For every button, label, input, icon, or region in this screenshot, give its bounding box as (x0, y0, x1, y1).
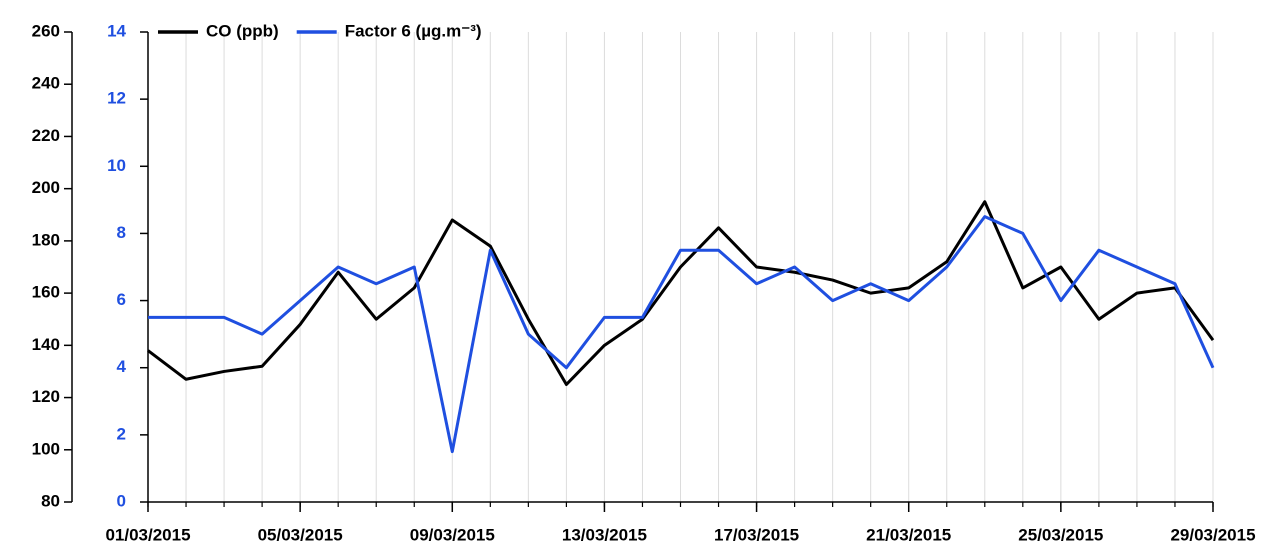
y2-tick-label: 8 (117, 223, 126, 242)
y2-tick-label: 4 (117, 357, 127, 376)
x-tick-label: 17/03/2015 (714, 525, 799, 544)
y-tick-label: 180 (32, 230, 60, 249)
series-line (147, 200, 1215, 386)
series-line (148, 215, 1215, 454)
y2-tick-label: 6 (117, 290, 126, 309)
x-tick-label: 21/03/2015 (866, 525, 951, 544)
y2-tick-label: 10 (107, 156, 126, 175)
x-tick-label: 09/03/2015 (410, 525, 495, 544)
y-tick-label: 220 (32, 126, 60, 145)
y-tick-label: 80 (41, 491, 60, 510)
legend-label: CO (ppb) (206, 21, 279, 40)
x-tick-label: 13/03/2015 (562, 525, 647, 544)
y-tick-label: 260 (32, 21, 60, 40)
x-tick-label: 05/03/2015 (258, 525, 343, 544)
x-tick-label: 25/03/2015 (1018, 525, 1103, 544)
y-tick-label: 200 (32, 178, 60, 197)
x-tick-label: 01/03/2015 (105, 525, 190, 544)
y-tick-label: 120 (32, 387, 60, 406)
y2-tick-label: 12 (107, 89, 126, 108)
y2-tick-label: 14 (107, 21, 126, 40)
y2-tick-label: 0 (117, 491, 126, 510)
y-tick-label: 240 (32, 74, 60, 93)
legend-label: Factor 6 (µg.m⁻³) (345, 21, 482, 40)
y2-tick-label: 2 (117, 424, 126, 443)
x-tick-label: 29/03/2015 (1170, 525, 1255, 544)
y-tick-label: 100 (32, 439, 60, 458)
y-tick-label: 160 (32, 283, 60, 302)
y-tick-label: 140 (32, 335, 60, 354)
